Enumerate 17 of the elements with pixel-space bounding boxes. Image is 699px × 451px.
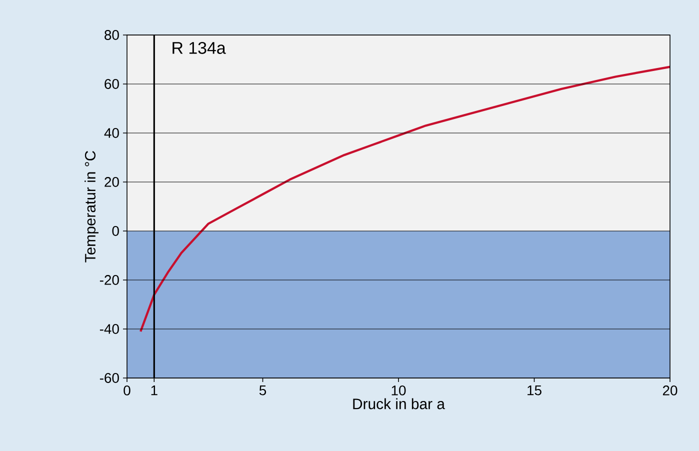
y-tick-label: -20 (100, 275, 119, 285)
x-tick-label: 20 (662, 386, 678, 396)
x-tick-label: 15 (528, 386, 542, 396)
y-tick-label: -40 (100, 324, 119, 334)
x-tick-label: 5 (259, 386, 266, 396)
annotation: R 134a (172, 42, 226, 54)
y-tick-label: 80 (104, 30, 119, 40)
x-axis-title: Druck in bar a (353, 398, 445, 410)
x-tick-label: 1 (151, 386, 158, 396)
x-tick-label: 0 (124, 386, 130, 396)
y-tick-label: -60 (100, 373, 119, 383)
y-tick-label: 20 (104, 177, 119, 187)
y-tick-label: 0 (112, 226, 119, 236)
y-tick-label: 60 (104, 79, 119, 89)
x-tick-label: 10 (392, 386, 406, 396)
y-tick-label: 40 (104, 128, 119, 138)
y-axis-title: Temperatur in °C (84, 150, 98, 262)
